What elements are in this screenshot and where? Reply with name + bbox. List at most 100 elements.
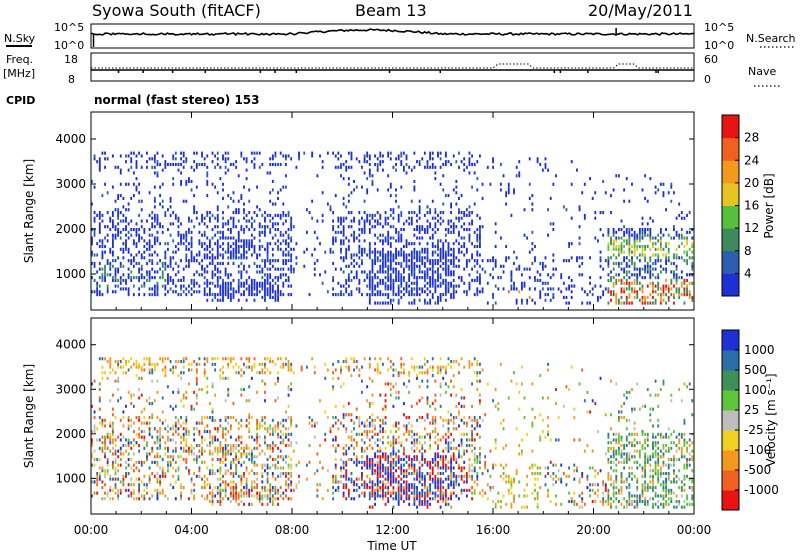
velocity-cell <box>246 447 248 450</box>
power-cell <box>642 287 644 290</box>
power-cell <box>275 163 277 166</box>
power-cell <box>668 290 670 293</box>
velocity-cell <box>246 478 248 481</box>
velocity-cell <box>272 489 274 492</box>
velocity-cell <box>332 486 334 489</box>
power-cell <box>670 287 672 290</box>
power-cell <box>626 177 628 180</box>
power-cell <box>340 166 342 169</box>
power-cell <box>432 234 434 237</box>
power-cell <box>343 270 345 273</box>
velocity-cell <box>104 424 106 427</box>
power-cell <box>99 228 101 231</box>
power-cell <box>233 248 235 251</box>
power-cell <box>458 242 460 245</box>
power-cell <box>660 299 662 302</box>
power-cell <box>117 214 119 217</box>
velocity-cell <box>385 458 387 461</box>
power-cell <box>201 273 203 276</box>
velocity-cell <box>387 357 389 360</box>
velocity-cell <box>212 382 214 385</box>
power-cell <box>138 234 140 237</box>
power-cell <box>251 279 253 282</box>
power-cell <box>623 290 625 293</box>
power-cell <box>348 276 350 279</box>
power-cell <box>568 245 570 248</box>
power-cell <box>180 236 182 239</box>
power-cell <box>631 262 633 265</box>
velocity-cell <box>324 438 326 441</box>
velocity-cell <box>382 483 384 486</box>
power-cell <box>115 259 117 262</box>
velocity-cell <box>222 480 224 483</box>
velocity-cell <box>282 458 284 461</box>
velocity-cell <box>324 363 326 366</box>
power-cell <box>282 154 284 157</box>
velocity-cell <box>180 441 182 444</box>
power-cell <box>353 276 355 279</box>
velocity-cell <box>269 433 271 436</box>
power-cell <box>157 262 159 265</box>
power-cell <box>364 171 366 174</box>
power-cell <box>466 293 468 296</box>
velocity-cell <box>285 427 287 430</box>
power-cell <box>518 268 520 271</box>
velocity-cell <box>416 402 418 405</box>
power-cell <box>607 279 609 282</box>
velocity-cell <box>267 427 269 430</box>
power-cell <box>387 302 389 305</box>
power-cell <box>623 245 625 248</box>
power-cell <box>248 287 250 290</box>
power-cell <box>235 248 237 251</box>
power-cell <box>398 270 400 273</box>
power-cell <box>393 285 395 288</box>
power-y-tick-label: 3000 <box>55 177 86 191</box>
power-cell <box>618 248 620 251</box>
power-cell <box>104 157 106 160</box>
velocity-cell <box>136 363 138 366</box>
power-cell <box>568 259 570 262</box>
power-cell <box>689 256 691 259</box>
velocity-cell <box>235 466 237 469</box>
power-cell <box>175 273 177 276</box>
power-cell <box>610 299 612 302</box>
power-cell <box>277 279 279 282</box>
power-cell <box>382 242 384 245</box>
power-cell <box>254 166 256 169</box>
power-cell <box>282 239 284 242</box>
velocity-cell <box>217 430 219 433</box>
power-cell <box>437 245 439 248</box>
velocity-cell <box>356 483 358 486</box>
velocity-cell <box>358 494 360 497</box>
power-cell <box>157 270 159 273</box>
velocity-cell <box>143 416 145 419</box>
velocity-cell <box>99 422 101 425</box>
velocity-cell <box>212 438 214 441</box>
power-cell <box>461 194 463 197</box>
velocity-cell <box>353 452 355 455</box>
velocity-cell <box>209 500 211 503</box>
power-cell <box>613 268 615 271</box>
power-cell <box>264 219 266 222</box>
velocity-cell <box>335 450 337 453</box>
velocity-cell <box>288 472 290 475</box>
velocity-cell <box>159 430 161 433</box>
power-cell <box>130 152 132 155</box>
velocity-cell <box>351 472 353 475</box>
velocity-cell <box>133 438 135 441</box>
velocity-cell <box>183 366 185 369</box>
velocity-cell <box>115 492 117 495</box>
power-cell <box>261 225 263 228</box>
velocity-cell <box>248 492 250 495</box>
power-cell <box>434 217 436 220</box>
power-cell <box>178 163 180 166</box>
power-cell <box>206 194 208 197</box>
power-cell <box>607 259 609 262</box>
velocity-cell <box>227 394 229 397</box>
velocity-cell <box>387 436 389 439</box>
power-cell <box>644 256 646 259</box>
power-cell <box>539 279 541 282</box>
velocity-cell <box>411 472 413 475</box>
power-cell <box>99 160 101 163</box>
velocity-cell <box>356 441 358 444</box>
